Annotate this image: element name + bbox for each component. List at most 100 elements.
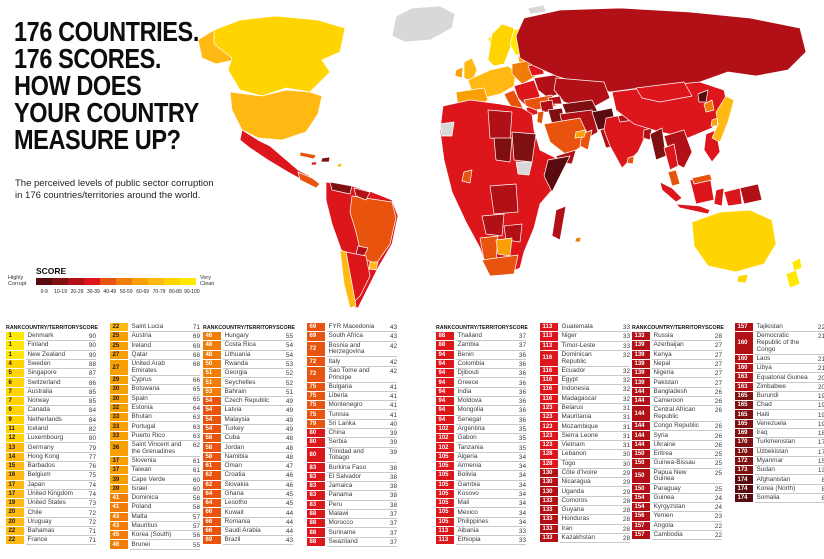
rank-cell: 22 [6, 536, 24, 545]
score-cell: 13 [817, 467, 824, 475]
rank-cell: 133 [540, 496, 558, 505]
column-header: SCORE [509, 325, 528, 331]
rank-cell: 33 [110, 422, 128, 431]
country-cell: Mongolia [457, 406, 484, 414]
country-cell: Colombia [457, 360, 485, 368]
legend-color-segment [180, 278, 196, 285]
table-row: 9 Netherlands 84 [6, 415, 96, 425]
rank-cell: 75 [307, 401, 325, 410]
rank-cell: 113 [540, 332, 558, 341]
table-row: 20 Chile 72 [6, 508, 96, 518]
country-cell: Luxembourg [27, 434, 64, 442]
legend-bracket-labels: 0-9 10-19 20-29 30-39 40-49 50-59 60-69 70-79 80… [36, 289, 200, 295]
rank-cell: 150 [632, 468, 650, 484]
column-header: COUNTRY/TERRITORY [647, 325, 706, 331]
score-cell: 34 [518, 490, 526, 498]
map-region-ireland [454, 66, 464, 79]
table-row: 123 Mauritania 31 [540, 413, 630, 423]
country-cell: Czech Republic [224, 397, 270, 405]
score-cell: 31 [622, 442, 630, 450]
country-cell: Uzbekistan [756, 447, 789, 455]
table-row: 41 Poland 58 [110, 503, 200, 513]
map-region-libya [487, 109, 513, 141]
table-row: 39 Cape Verde 60 [110, 475, 200, 485]
country-cell: Hong Kong [27, 452, 60, 460]
country-cell: Côte d'Ivoire [561, 469, 598, 476]
table-row: 139 Kenya 27 [632, 350, 722, 360]
rank-cell: 37 [110, 456, 128, 466]
rank-cell: 22 [6, 526, 24, 536]
table-row: 160 Libya 21 [735, 364, 824, 374]
rank-cell: 170 [735, 438, 753, 447]
table-row: 130 Nicaragua 29 [540, 478, 630, 488]
score-cell: 32 [622, 352, 630, 360]
score-cell: 8 [821, 476, 824, 484]
rank-cell: 41 [110, 493, 128, 503]
rank-cell: 150 [632, 449, 650, 459]
country-cell: Guatemala [561, 323, 593, 331]
score-cell: 35 [518, 426, 526, 433]
table-row: 45 Korea (South) 56 [110, 531, 200, 541]
country-cell: Poland [131, 503, 152, 511]
score-cell: 88 [88, 361, 96, 369]
table-row: 9 Canada 84 [6, 406, 96, 416]
score-cell: 36 [518, 388, 526, 396]
rank-cell: 54 [203, 406, 221, 415]
map-region-greenland [391, 5, 456, 43]
score-cell: 32 [622, 386, 630, 394]
table-row: 116 Indonesia 32 [540, 385, 630, 395]
rank-cell: 30 [110, 394, 128, 403]
rank-cell: 102 [436, 424, 454, 434]
map-region-sumatra [659, 181, 683, 203]
score-cell: 19 [817, 402, 824, 410]
country-cell: Germany [27, 443, 54, 451]
rank-cell: 170 [735, 447, 753, 456]
table-row: 7 Australia 85 [6, 387, 96, 397]
table-row: 144 Syria 26 [632, 431, 722, 441]
score-cell: 44 [285, 528, 293, 536]
rank-cell: 83 [307, 472, 325, 481]
score-cell: 68 [192, 352, 200, 360]
rank-cell: 156 [632, 512, 650, 521]
country-cell: Italy [328, 357, 341, 365]
table-row: 133 Honduras 28 [540, 515, 630, 525]
map-region-java [675, 203, 711, 215]
map-region-cuba [299, 151, 317, 160]
table-row: 133 Comoros 28 [540, 496, 630, 506]
score-cell: 68 [192, 361, 200, 369]
rank-cell: 79 [307, 419, 325, 428]
table-row: 25 Austria 69 [110, 332, 200, 342]
rank-cell: 41 [110, 503, 128, 512]
map-region-sudan [511, 131, 537, 163]
country-cell: Saint Lucia [131, 323, 164, 331]
rank-cell: 53 [203, 387, 221, 396]
rank-cell: 128 [540, 450, 558, 459]
table-row: 15 Barbados 76 [6, 461, 96, 472]
rank-cell: 150 [632, 459, 650, 468]
country-cell: Venezuela [756, 419, 787, 427]
map-region-caribbean-islands [336, 162, 343, 168]
rank-cell: 113 [540, 341, 558, 350]
rank-cell: 174 [735, 493, 753, 503]
table-header-row: RANK COUNTRY/TERRITORY SCORE [436, 323, 528, 331]
score-cell: 25 [714, 460, 722, 468]
title-line: HOW DOES [14, 70, 142, 101]
rank-cell: 94 [436, 359, 454, 369]
table-row: 6 Switzerland 86 [6, 378, 96, 388]
rank-cell: 33 [110, 413, 128, 422]
rank-cell: 123 [540, 422, 558, 431]
table-row: 19 United States 73 [6, 499, 96, 509]
rank-cell: 1 [6, 350, 24, 359]
score-cell: 8 [821, 485, 824, 493]
rank-cell: 46 [110, 540, 128, 549]
table-row: 154 Kyrgyzstan 24 [632, 502, 722, 513]
table-row: 1 New Zealand 90 [6, 350, 96, 360]
table-row: 43 Mauritius 57 [110, 521, 200, 532]
country-cell: Australia [27, 387, 53, 395]
table-row: 174 Afghanistan 8 [735, 475, 824, 485]
score-cell: 36 [518, 361, 526, 369]
table-row: 133 Kazakhstan 28 [540, 533, 630, 544]
table-row: 94 India 36 [436, 387, 526, 397]
table-row: 75 Tunisia 41 [307, 410, 397, 420]
score-cell: 33 [518, 528, 526, 536]
